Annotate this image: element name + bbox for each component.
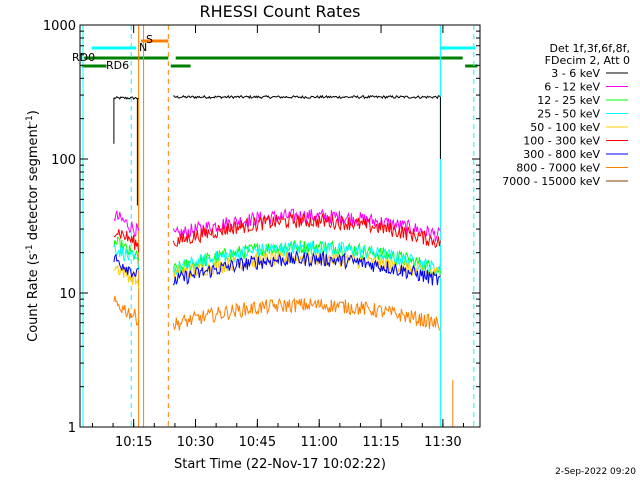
chart-title: RHESSI Count Rates <box>200 2 361 21</box>
series-line-7-1 <box>172 296 441 331</box>
series-line-6-0 <box>113 253 139 278</box>
x-tick-label-0: 10:15 <box>115 435 152 450</box>
series-line-0-1 <box>173 94 441 100</box>
y-axis-label: Count Rate (s-1 detector segment-1) <box>25 110 41 342</box>
legend: Det 1f,3f,6f,8f,FDecim 2, Att 03 - 6 keV… <box>502 42 630 188</box>
series-line-4-0 <box>113 265 140 289</box>
flag-label-rd0: RD0 <box>72 51 95 64</box>
flag-label-n: N <box>139 41 147 54</box>
y-axis-label-sup1: -1 <box>25 244 35 253</box>
y-tick-label-3: 1000 <box>43 19 76 34</box>
x-tick-label-3: 11:00 <box>300 435 337 450</box>
series-line-6-1 <box>172 250 441 286</box>
x-tick-label-1: 10:30 <box>177 435 214 450</box>
y-axis-label-end: ) <box>26 110 41 115</box>
legend-label-3: 25 - 50 keV <box>537 108 600 121</box>
legend-header-1: FDecim 2, Att 0 <box>545 54 630 67</box>
y-axis-label-mid: detector segment <box>26 124 41 244</box>
flag-label-rd6: RD6 <box>106 59 129 72</box>
y-tick-label-0: 1 <box>68 421 76 436</box>
series-line-0-0 <box>113 95 139 100</box>
series-line-2-0 <box>113 236 140 261</box>
series-line-3-0 <box>113 244 140 271</box>
x-tick-label-4: 11:15 <box>362 435 399 450</box>
footer-date: 2-Sep-2022 09:20 <box>555 467 636 477</box>
plot-frame <box>79 24 481 428</box>
legend-label-0: 3 - 6 keV <box>551 67 600 80</box>
series-line-1-0 <box>113 210 140 238</box>
y-tick-label-1: 10 <box>59 287 76 302</box>
legend-label-7: 800 - 7000 keV <box>516 162 600 175</box>
y-axis-label-main: Count Rate (s <box>26 253 41 342</box>
series-line-7-0 <box>113 295 140 326</box>
legend-header-0: Det 1f,3f,6f,8f, <box>549 42 630 55</box>
series-line-3-1 <box>172 240 441 276</box>
y-tick-label-2: 100 <box>51 153 76 168</box>
flag-label-s: S <box>146 33 153 46</box>
legend-label-8: 7000 - 15000 keV <box>502 175 600 188</box>
x-tick-label-5: 11:30 <box>424 435 461 450</box>
legend-label-4: 50 - 100 keV <box>530 121 600 134</box>
y-axis-label-sup2: -1 <box>25 115 35 124</box>
legend-label-1: 6 - 12 keV <box>544 81 600 94</box>
x-axis-label: Start Time (22-Nov-17 10:02:22) <box>174 457 386 472</box>
series-line-5-0 <box>113 229 140 253</box>
legend-label-5: 100 - 300 keV <box>523 135 600 148</box>
legend-label-6: 300 - 800 keV <box>523 148 600 161</box>
x-tick-label-2: 10:45 <box>239 435 276 450</box>
series-line-5-1 <box>172 212 441 249</box>
legend-label-2: 12 - 25 keV <box>537 94 600 107</box>
